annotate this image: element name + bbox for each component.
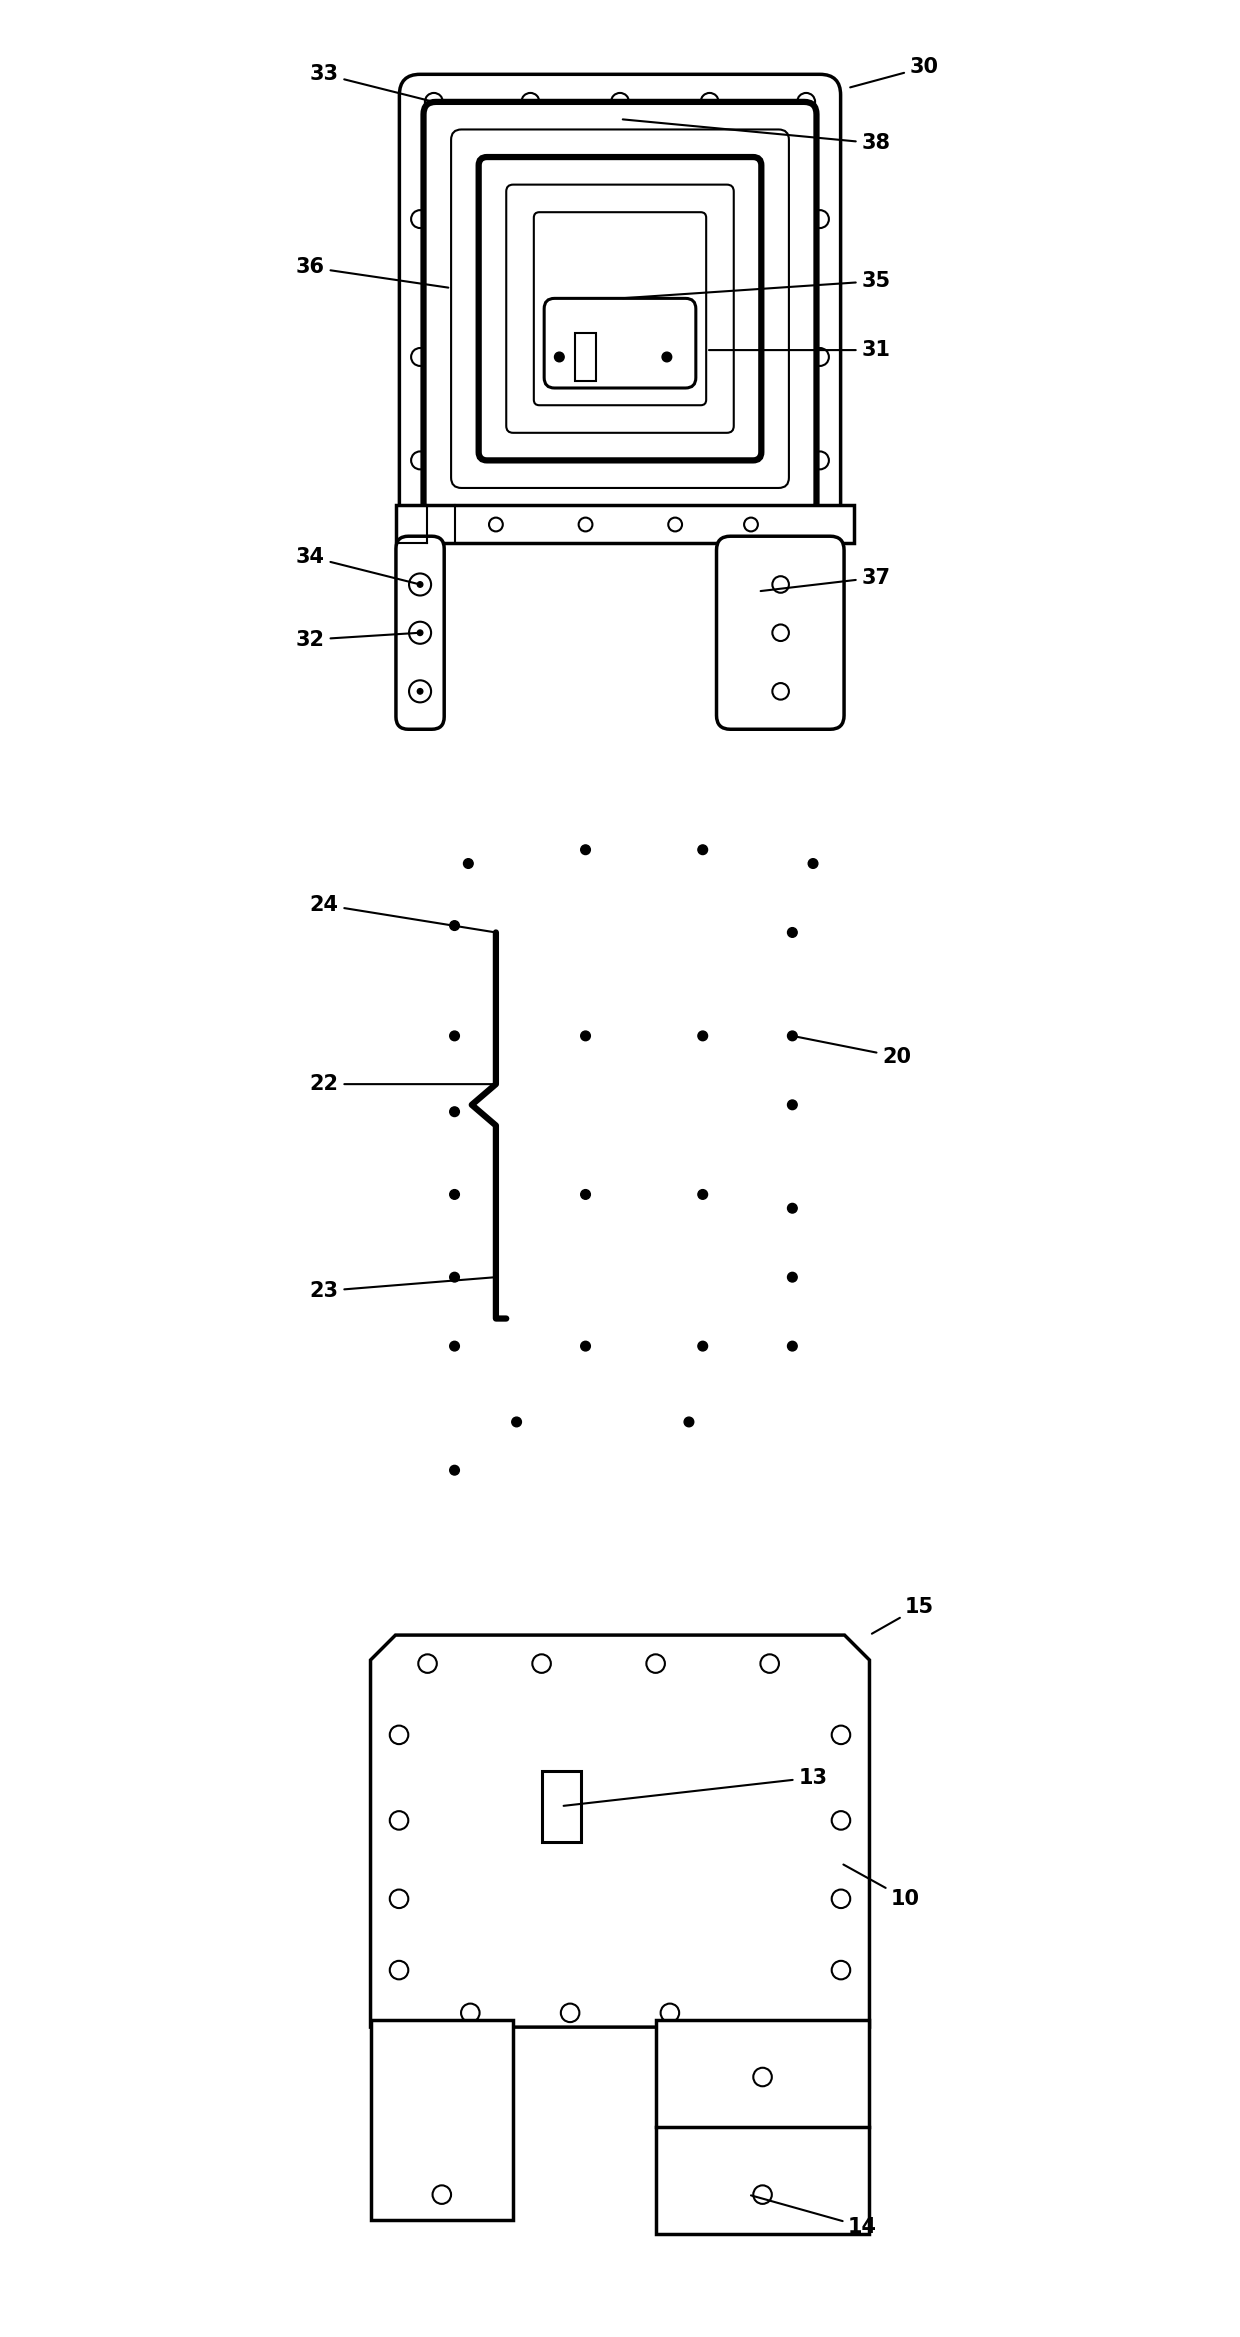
Bar xyxy=(371,2019,513,2220)
FancyBboxPatch shape xyxy=(424,103,816,516)
Text: 31: 31 xyxy=(709,341,890,360)
Circle shape xyxy=(418,631,423,636)
Circle shape xyxy=(787,1271,797,1283)
Circle shape xyxy=(580,1190,590,1199)
Text: 32: 32 xyxy=(296,629,418,650)
Circle shape xyxy=(450,1190,459,1199)
Text: 35: 35 xyxy=(622,271,890,299)
Text: 20: 20 xyxy=(795,1035,911,1066)
Text: 22: 22 xyxy=(310,1075,494,1094)
Circle shape xyxy=(580,846,590,855)
Polygon shape xyxy=(371,1636,869,2026)
FancyBboxPatch shape xyxy=(506,185,734,432)
Circle shape xyxy=(808,858,818,869)
Circle shape xyxy=(464,858,474,869)
Text: 33: 33 xyxy=(310,65,432,100)
Text: 23: 23 xyxy=(310,1278,494,1302)
Text: 37: 37 xyxy=(760,568,890,591)
Circle shape xyxy=(698,1031,708,1040)
Circle shape xyxy=(418,689,423,694)
Circle shape xyxy=(450,1465,459,1475)
Circle shape xyxy=(554,353,564,362)
FancyBboxPatch shape xyxy=(396,535,444,729)
FancyBboxPatch shape xyxy=(544,299,696,388)
Circle shape xyxy=(787,1101,797,1110)
Text: 36: 36 xyxy=(296,257,449,287)
Text: 24: 24 xyxy=(310,895,494,932)
Text: 30: 30 xyxy=(851,58,939,86)
Bar xyxy=(656,2019,869,2234)
FancyBboxPatch shape xyxy=(479,157,761,460)
Circle shape xyxy=(450,921,459,930)
Circle shape xyxy=(450,1271,459,1283)
Circle shape xyxy=(787,1341,797,1351)
Text: 14: 14 xyxy=(751,2194,877,2237)
Circle shape xyxy=(450,1341,459,1351)
Bar xyxy=(575,332,596,381)
Circle shape xyxy=(580,1031,590,1040)
Circle shape xyxy=(787,1031,797,1040)
Circle shape xyxy=(698,1341,708,1351)
FancyBboxPatch shape xyxy=(451,129,789,488)
Bar xyxy=(396,505,854,542)
Text: 13: 13 xyxy=(564,1767,827,1807)
Circle shape xyxy=(450,1031,459,1040)
Circle shape xyxy=(698,846,708,855)
Text: 34: 34 xyxy=(296,547,418,584)
Text: 10: 10 xyxy=(843,1865,920,1909)
FancyBboxPatch shape xyxy=(717,535,844,729)
Circle shape xyxy=(580,1341,590,1351)
Circle shape xyxy=(698,1190,708,1199)
Circle shape xyxy=(512,1416,521,1428)
Text: 38: 38 xyxy=(622,119,890,154)
FancyBboxPatch shape xyxy=(534,213,706,404)
Bar xyxy=(542,1771,580,1842)
Circle shape xyxy=(450,1108,459,1117)
Circle shape xyxy=(418,582,423,587)
Circle shape xyxy=(787,1204,797,1213)
Circle shape xyxy=(662,353,672,362)
Text: 15: 15 xyxy=(872,1596,934,1634)
FancyBboxPatch shape xyxy=(399,75,841,542)
Circle shape xyxy=(787,928,797,937)
Circle shape xyxy=(684,1416,693,1428)
